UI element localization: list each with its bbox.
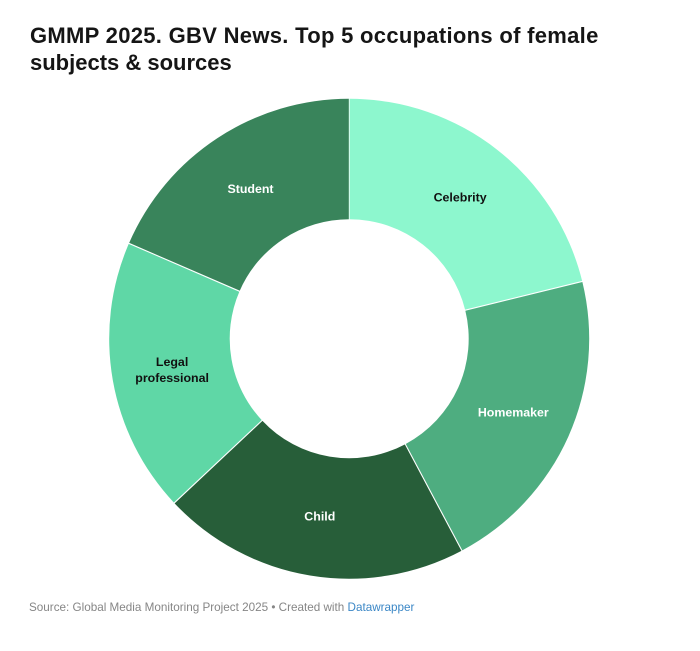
svg-text:Child: Child bbox=[304, 509, 335, 523]
svg-text:Homemaker: Homemaker bbox=[478, 406, 549, 420]
svg-text:Student: Student bbox=[227, 182, 273, 196]
svg-text:Celebrity: Celebrity bbox=[434, 191, 487, 205]
